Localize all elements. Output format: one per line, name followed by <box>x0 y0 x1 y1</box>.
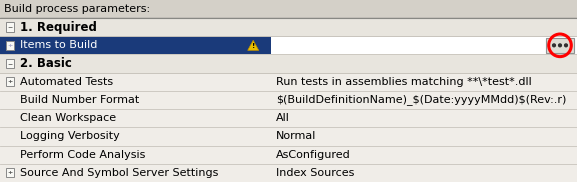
Text: AsConfigured: AsConfigured <box>276 150 351 160</box>
Bar <box>0 127 577 146</box>
Bar <box>6 59 14 68</box>
Bar <box>0 146 577 164</box>
Bar <box>0 18 577 36</box>
Circle shape <box>565 44 567 47</box>
Bar <box>6 41 14 50</box>
Text: Index Sources: Index Sources <box>276 168 354 178</box>
Text: 2. Basic: 2. Basic <box>20 57 72 70</box>
Text: Build process parameters:: Build process parameters: <box>4 4 150 14</box>
Bar <box>546 38 574 53</box>
Text: $(BuildDefinitionName)_$(Date:yyyyMMdd)$(Rev:.r): $(BuildDefinitionName)_$(Date:yyyyMMdd)$… <box>276 94 567 105</box>
Text: +: + <box>8 170 13 175</box>
Bar <box>271 36 577 54</box>
Text: Automated Tests: Automated Tests <box>20 77 113 87</box>
Bar <box>0 164 577 182</box>
Text: Normal: Normal <box>276 131 317 141</box>
Text: 1. Required: 1. Required <box>20 21 97 34</box>
Polygon shape <box>248 40 258 50</box>
Bar <box>6 168 14 177</box>
Bar <box>0 91 577 109</box>
Text: Source And Symbol Server Settings: Source And Symbol Server Settings <box>20 168 218 178</box>
Text: Items to Build: Items to Build <box>20 40 98 50</box>
Text: −: − <box>8 25 13 30</box>
Bar <box>0 36 271 54</box>
Text: +: + <box>8 43 13 48</box>
Bar <box>6 22 14 32</box>
Bar <box>0 73 577 91</box>
Bar <box>6 77 14 86</box>
Text: Logging Verbosity: Logging Verbosity <box>20 131 120 141</box>
Bar <box>0 109 577 127</box>
Text: −: − <box>8 61 13 66</box>
Text: Build Number Format: Build Number Format <box>20 95 139 105</box>
Circle shape <box>553 44 556 47</box>
Text: All: All <box>276 113 290 123</box>
Text: Perform Code Analysis: Perform Code Analysis <box>20 150 145 160</box>
Text: +: + <box>8 79 13 84</box>
Circle shape <box>559 44 561 47</box>
Text: Run tests in assemblies matching **\*test*.dll: Run tests in assemblies matching **\*tes… <box>276 77 532 87</box>
Text: !: ! <box>252 43 255 49</box>
Bar <box>0 54 577 73</box>
Text: Clean Workspace: Clean Workspace <box>20 113 116 123</box>
